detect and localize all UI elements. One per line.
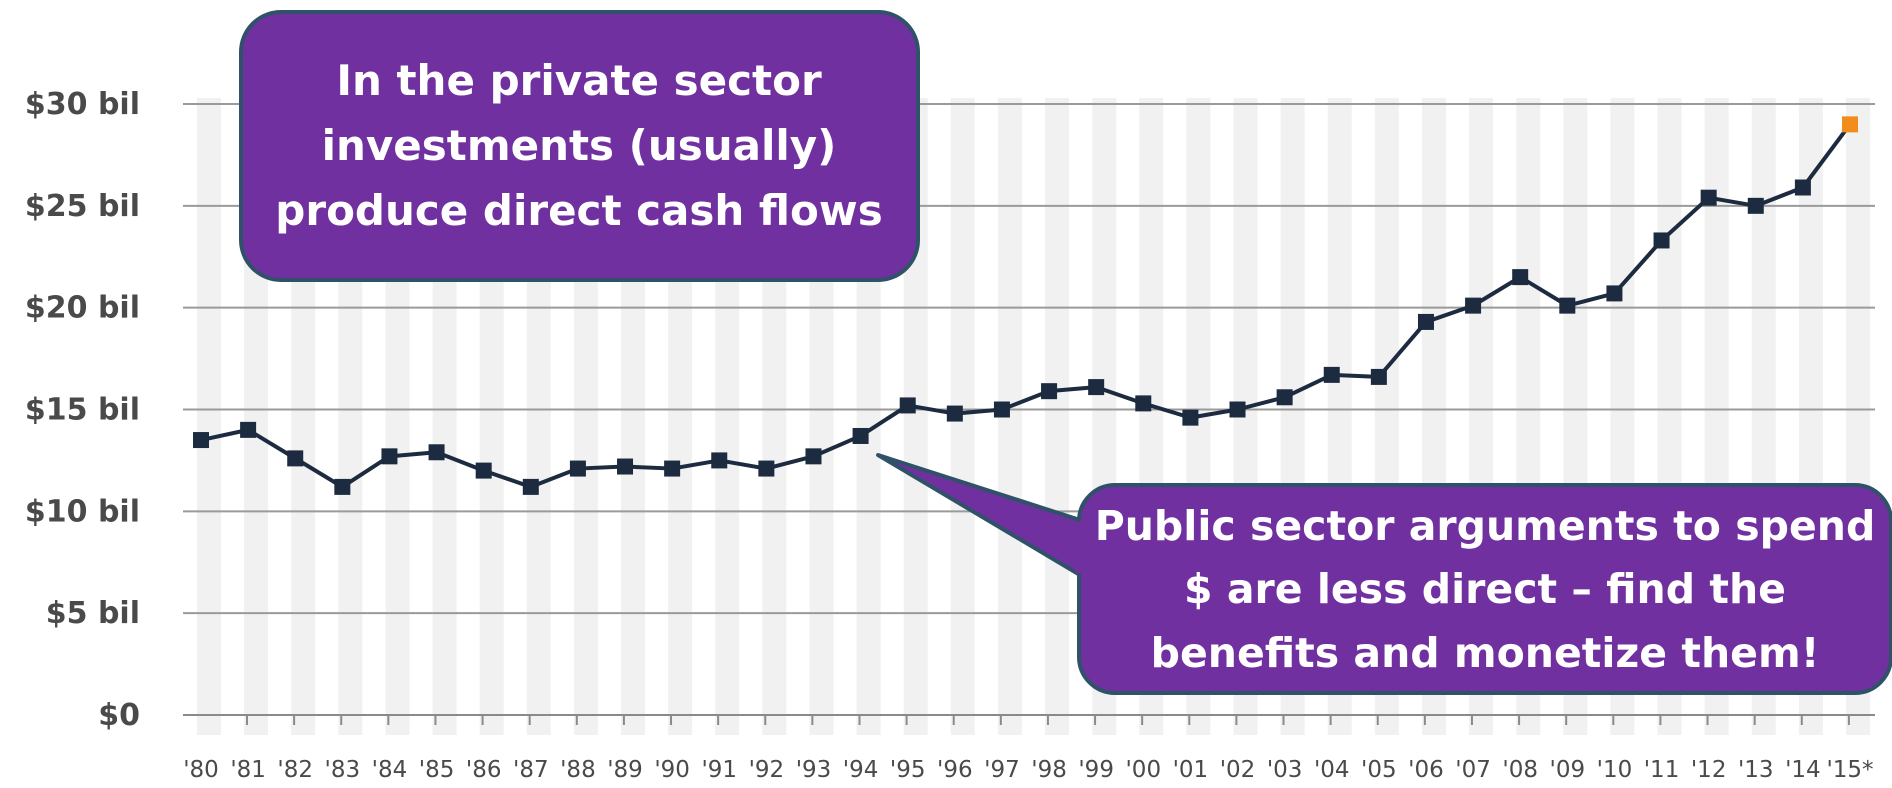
callout-private-sector-line: produce direct cash flows xyxy=(275,186,882,235)
x-tick-label: '92 xyxy=(749,757,785,783)
data-point xyxy=(1417,313,1434,330)
series-line xyxy=(193,116,1858,495)
data-point xyxy=(852,427,869,444)
data-point xyxy=(946,405,963,422)
x-tick-label: '89 xyxy=(607,757,643,783)
data-point xyxy=(475,462,492,479)
callout-private-sector xyxy=(239,10,920,282)
data-point xyxy=(522,478,539,495)
y-axis-ticks: $0 $5 bil $10 bil $15 bil $20 bil $25 bil $30 … xyxy=(25,87,140,733)
data-point xyxy=(1653,232,1670,249)
stripe xyxy=(197,98,221,735)
x-tick-label: '98 xyxy=(1031,757,1067,783)
callout-public-sector-line: $ are less direct – find the xyxy=(1184,565,1786,613)
x-tick-label: '80 xyxy=(183,757,219,783)
x-tick-label: '83 xyxy=(325,757,361,783)
data-point xyxy=(193,432,209,449)
x-tick-label: '13 xyxy=(1738,757,1774,783)
data-point-highlight xyxy=(1842,116,1858,133)
y-tick-label: $0 xyxy=(98,698,140,733)
x-tick-label: '86 xyxy=(466,757,502,783)
x-tick-label: '10 xyxy=(1597,757,1633,783)
callout-public-sector-line: Public sector arguments to spend xyxy=(1095,502,1876,550)
x-tick-label: '04 xyxy=(1314,757,1350,783)
data-point xyxy=(287,450,304,467)
x-tick-label: '91 xyxy=(701,757,737,783)
x-tick-label: '90 xyxy=(654,757,690,783)
data-point xyxy=(711,452,728,469)
x-tick-label: '81 xyxy=(230,757,266,783)
stripe xyxy=(1045,98,1070,735)
x-tick-label: '82 xyxy=(277,757,313,783)
data-point xyxy=(1465,297,1482,314)
data-point xyxy=(1370,368,1387,385)
x-tick-label: '87 xyxy=(513,757,549,783)
x-tick-label: '97 xyxy=(984,757,1020,783)
x-tick-label: '93 xyxy=(796,757,832,783)
x-tick-label: '01 xyxy=(1173,757,1209,783)
callout-public-sector-line: benefits and monetize them! xyxy=(1151,629,1820,677)
data-point xyxy=(899,397,916,414)
x-tick-label: '07 xyxy=(1455,757,1491,783)
x-tick-label: '09 xyxy=(1550,757,1586,783)
data-point xyxy=(334,478,351,495)
callout-private-sector-line: investments (usually) xyxy=(322,121,837,170)
data-point xyxy=(1229,401,1246,418)
x-tick-label: '94 xyxy=(843,757,879,783)
y-tick-label: $30 bil xyxy=(25,87,140,122)
callout-pointer-seam xyxy=(1075,522,1085,573)
y-tick-label: $25 bil xyxy=(25,189,140,224)
x-tick-label: '08 xyxy=(1502,757,1538,783)
callout-private-sector-line: In the private sector xyxy=(336,56,822,105)
x-tick-label: '05 xyxy=(1361,757,1397,783)
data-point xyxy=(1135,395,1152,412)
data-point xyxy=(758,460,775,477)
x-tick-label: '11 xyxy=(1644,757,1680,783)
data-point xyxy=(381,448,398,465)
callouts: In the private sector investments (usuall… xyxy=(239,10,1892,695)
x-tick-label: '85 xyxy=(419,757,455,783)
y-tick-label: $5 bil xyxy=(46,596,140,631)
data-point xyxy=(1700,189,1717,206)
callout-public-sector xyxy=(1077,483,1892,695)
x-tick-label: '96 xyxy=(937,757,973,783)
x-tick-label: '00 xyxy=(1125,757,1161,783)
data-point xyxy=(1041,383,1058,400)
x-tick-label: '06 xyxy=(1408,757,1444,783)
x-tick-label: '88 xyxy=(560,757,596,783)
data-point xyxy=(1606,285,1623,302)
x-tick-label: '95 xyxy=(890,757,926,783)
x-tick-label: '99 xyxy=(1078,757,1114,783)
x-axis: '80 '81 '82 '83 '84 '85 '86 '87 '88 '89 '90 '91 '92 '… xyxy=(183,714,1875,783)
data-point xyxy=(1088,379,1105,396)
data-point xyxy=(1276,389,1293,406)
data-point xyxy=(240,421,257,438)
data-point xyxy=(1747,197,1764,214)
data-point xyxy=(1182,409,1199,426)
y-tick-label: $20 bil xyxy=(25,291,140,326)
x-tick-label: '03 xyxy=(1267,757,1303,783)
data-point xyxy=(617,458,634,475)
data-point xyxy=(1559,297,1576,314)
x-tick-label: '02 xyxy=(1220,757,1256,783)
x-tick-label: '15* xyxy=(1826,757,1873,783)
x-tick-label: '14 xyxy=(1785,757,1821,783)
data-point xyxy=(664,460,681,477)
data-point xyxy=(1794,179,1811,196)
data-point xyxy=(805,448,822,465)
data-point xyxy=(1512,269,1529,286)
data-point xyxy=(569,460,586,477)
data-point xyxy=(993,401,1010,418)
data-point xyxy=(428,444,445,461)
x-tick-label: '84 xyxy=(372,757,408,783)
x-tick-label: '12 xyxy=(1691,757,1727,783)
y-tick-label: $15 bil xyxy=(25,393,140,428)
y-tick-label: $10 bil xyxy=(25,494,140,529)
data-point xyxy=(1323,366,1340,383)
